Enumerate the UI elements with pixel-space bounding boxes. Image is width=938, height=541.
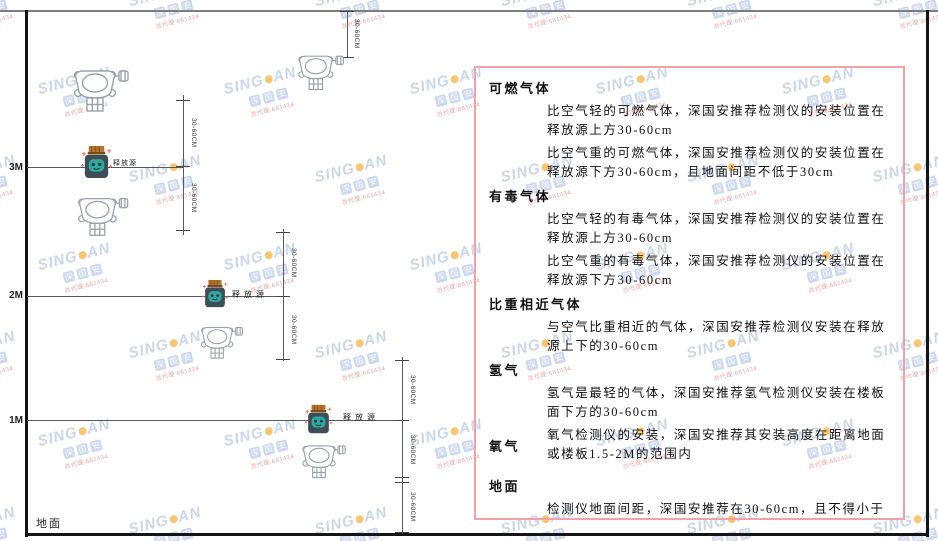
release-source-icon	[304, 404, 333, 434]
brand-dot-icon	[263, 250, 274, 261]
dimension-tick	[276, 232, 290, 233]
brand-dot-icon	[77, 426, 88, 437]
section-paragraph: 比空气轻的可燃气体，深国安推荐检测仪的安装位置在释放源上方30-60cm	[547, 104, 886, 137]
gas-detector-icon	[302, 445, 346, 479]
left-wall-line	[25, 10, 28, 537]
section-heading: 比重相近气体	[489, 297, 583, 312]
dimension-tick	[340, 11, 354, 12]
section-paragraph: 比空气重的有毒气体，深国安推荐检测仪的安装位置在释放源下方30-60cm	[547, 254, 886, 287]
brand-dot-icon	[449, 426, 460, 437]
brand-dot-icon	[449, 74, 460, 85]
dim-label-30-60cm: 30-60CM	[353, 19, 360, 49]
dimension-tick	[176, 100, 190, 101]
ceiling-line	[0, 10, 938, 12]
brand-dot-icon	[263, 74, 274, 85]
section-heading: 有毒气体	[489, 189, 552, 204]
dimension-tick	[395, 360, 409, 361]
release-source-label: 释放源	[113, 159, 137, 167]
brand-dot-icon	[354, 162, 365, 173]
dimension-tick	[395, 420, 409, 421]
panel-section: 可燃气体比空气轻的可燃气体，深国安推荐检测仪的安装位置在释放源上方30-60cm…	[489, 78, 891, 181]
gas-detector-icon	[298, 55, 344, 91]
section-paragraph: 氢气是最轻的气体，深国安推荐氢气检测仪安装在楼板面下方的30-60cm	[547, 386, 886, 419]
brand-dot-icon	[77, 250, 88, 261]
section-paragraph: 检测仪地面间距，深国安推荐在30-60cm，且不得小于30cm，因为过低容易水溅…	[547, 502, 885, 516]
panel-section: 氢气氢气是最轻的气体，深国安推荐氢气检测仪安装在楼板面下方的30-60cm	[489, 360, 891, 421]
leader-line-1m	[27, 420, 402, 421]
dim-label-30-60cm: 30-60CM	[409, 435, 416, 465]
height-label-1m: 1M	[9, 415, 23, 426]
release-source-label: 释放源	[232, 290, 268, 299]
right-wall-line	[926, 10, 929, 537]
height-label-3m: 3M	[9, 162, 23, 173]
height-label-2m: 2M	[9, 290, 23, 301]
leader-line-2m	[27, 296, 283, 297]
brand-dot-icon	[912, 162, 923, 173]
dimension-line-1m	[402, 357, 403, 534]
dimension-tick	[395, 532, 409, 533]
panel-section: 有毒气体比空气轻的有毒气体，深国安推荐检测仪的安装位置在释放源上方30-60cm…	[489, 186, 891, 289]
dim-label-30-60cm: 30-60CM	[409, 375, 416, 405]
release-source-label: 释放源	[343, 413, 379, 422]
dimension-tick	[176, 230, 190, 231]
floor-line	[25, 533, 929, 536]
dimension-tick	[276, 359, 290, 360]
dimension-line-ceiling	[347, 11, 348, 58]
dim-label-30-60cm: 30-60CM	[290, 248, 297, 278]
gas-detector-icon	[78, 197, 129, 236]
dimension-tick	[395, 482, 409, 483]
brand-dot-icon	[912, 514, 923, 525]
dim-label-30-60cm: 30-60CM	[409, 492, 416, 522]
dimension-tick	[176, 166, 190, 167]
dimension-line-2m	[283, 229, 284, 361]
panel-section: 比重相近气体与空气比重相近的气体，深国安推荐检测仪安装在释放源上下的30-60c…	[489, 294, 891, 355]
brand-dot-icon	[354, 514, 365, 525]
brand-dot-icon	[912, 338, 923, 349]
release-source-icon	[201, 280, 229, 308]
brand-dot-icon	[168, 338, 179, 349]
dimension-tick	[395, 477, 409, 478]
gas-detector-icon	[73, 70, 129, 112]
section-heading: 可燃气体	[489, 81, 552, 96]
section-heading: 氧气	[489, 439, 521, 454]
brand-dot-icon	[354, 338, 365, 349]
section-paragraph: 比空气重的可燃气体，深国安推荐检测仪的安装位置在释放源下方30-60cm，且地面…	[547, 146, 886, 179]
brand-dot-icon	[449, 250, 460, 261]
brand-dot-icon	[263, 426, 274, 437]
panel-section: 地面检测仪地面间距，深国安推荐在30-60cm，且不得小于30cm，因为过低容易…	[489, 476, 891, 518]
section-paragraph: 氧气检测仪的安装，深国安推荐其安装高度在距离地面或楼板1.5-2M的范围内	[547, 428, 886, 461]
section-paragraph: 比空气轻的有毒气体，深国安推荐检测仪的安装位置在释放源上方30-60cm	[547, 212, 886, 245]
dimension-tick	[276, 296, 290, 297]
gas-detector-icon	[200, 326, 244, 359]
dim-label-30-60cm: 30-60CM	[290, 315, 297, 345]
panel-section: 氧气 氧气检测仪的安装，深国安推荐其安装高度在距离地面或楼板1.5-2M的范围内	[489, 426, 891, 463]
dim-label-30-60cm: 30-60CM	[190, 118, 197, 148]
release-source-icon	[80, 146, 113, 179]
dimension-tick	[340, 57, 354, 58]
installation-notes-panel: 可燃气体比空气轻的可燃气体，深国安推荐检测仪的安装位置在释放源上方30-60cm…	[474, 66, 905, 520]
floor-label: 地面	[36, 518, 62, 530]
section-heading: 氢气	[489, 363, 521, 378]
dim-label-30-60cm: 30-60CM	[190, 183, 197, 213]
brand-dot-icon	[168, 514, 179, 525]
dimension-line-3m	[183, 95, 184, 235]
section-paragraph: 与空气比重相近的气体，深国安推荐检测仪安装在释放源上下的30-60cm	[547, 320, 886, 353]
section-heading: 地面	[489, 479, 521, 494]
